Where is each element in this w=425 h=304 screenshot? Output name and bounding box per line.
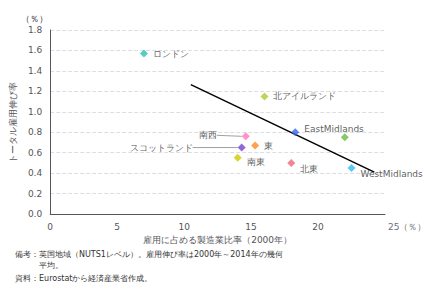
svg-text:1.0: 1.0 (28, 107, 43, 117)
svg-text:5: 5 (114, 222, 120, 232)
svg-text:1.2: 1.2 (28, 86, 42, 96)
svg-text:スコットランド: スコットランド (130, 143, 193, 153)
svg-text:1.4: 1.4 (28, 66, 43, 76)
svg-text:ロンドン: ロンドン (153, 49, 189, 59)
svg-text:東: 東 (264, 141, 273, 151)
svg-text:南西: 南西 (199, 130, 217, 140)
svg-text:0: 0 (47, 222, 53, 232)
svg-text:北東: 北東 (300, 164, 318, 174)
svg-text:1.6: 1.6 (28, 45, 43, 55)
svg-text:25（％）: 25（％） (388, 222, 425, 232)
svg-text:10: 10 (178, 222, 190, 232)
svg-text:0.0: 0.0 (28, 209, 43, 219)
svg-text:0.6: 0.6 (28, 148, 43, 158)
svg-text:トータル雇用伸び率: トータル雇用伸び率 (8, 82, 18, 163)
svg-text:WestMidlands: WestMidlands (361, 169, 424, 179)
svg-text:15: 15 (245, 222, 256, 232)
svg-text:20: 20 (312, 222, 324, 232)
svg-text:EastMidlands: EastMidlands (304, 124, 364, 134)
svg-text:南東: 南東 (247, 157, 265, 167)
svg-text:備考：英国地域（NUTS1レベル）。雇用伸び率は2000年～: 備考：英国地域（NUTS1レベル）。雇用伸び率は2000年～2014年の幾何 (15, 250, 283, 259)
svg-text:資料：Eurostatから経済産業省作成。: 資料：Eurostatから経済産業省作成。 (15, 274, 152, 283)
svg-text:雇用に占める製造業比率（2000年）: 雇用に占める製造業比率（2000年） (143, 235, 292, 245)
svg-text:0.2: 0.2 (28, 189, 42, 199)
svg-text:（％）: （％） (21, 14, 48, 24)
svg-text:北アイルランド: 北アイルランド (273, 91, 336, 101)
svg-text:1.8: 1.8 (28, 25, 43, 35)
svg-text:平均。: 平均。 (15, 261, 63, 270)
svg-text:0.8: 0.8 (28, 127, 43, 137)
svg-text:0.4: 0.4 (28, 168, 43, 178)
